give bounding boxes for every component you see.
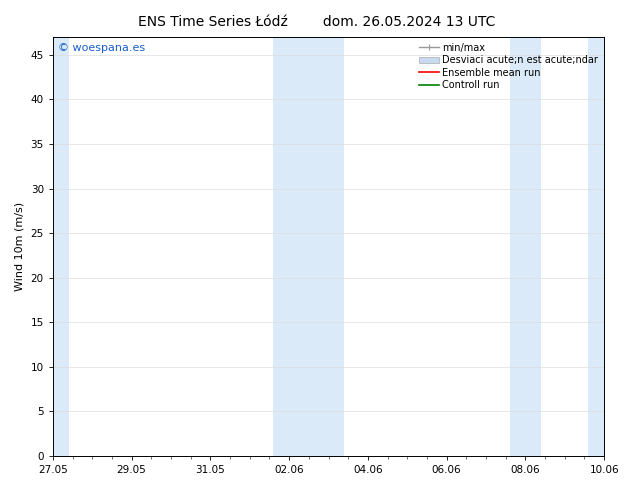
Text: ENS Time Series Łódź        dom. 26.05.2024 13 UTC: ENS Time Series Łódź dom. 26.05.2024 13 … — [138, 15, 496, 29]
Text: © woespana.es: © woespana.es — [58, 43, 145, 53]
Bar — [273, 37, 344, 456]
Bar — [53, 37, 68, 456]
Legend: min/max, Desviaci acute;n est acute;ndar, Ensemble mean run, Controll run: min/max, Desviaci acute;n est acute;ndar… — [415, 39, 602, 94]
Bar — [588, 37, 604, 456]
Bar — [510, 37, 541, 456]
Y-axis label: Wind 10m (m/s): Wind 10m (m/s) — [15, 202, 25, 291]
